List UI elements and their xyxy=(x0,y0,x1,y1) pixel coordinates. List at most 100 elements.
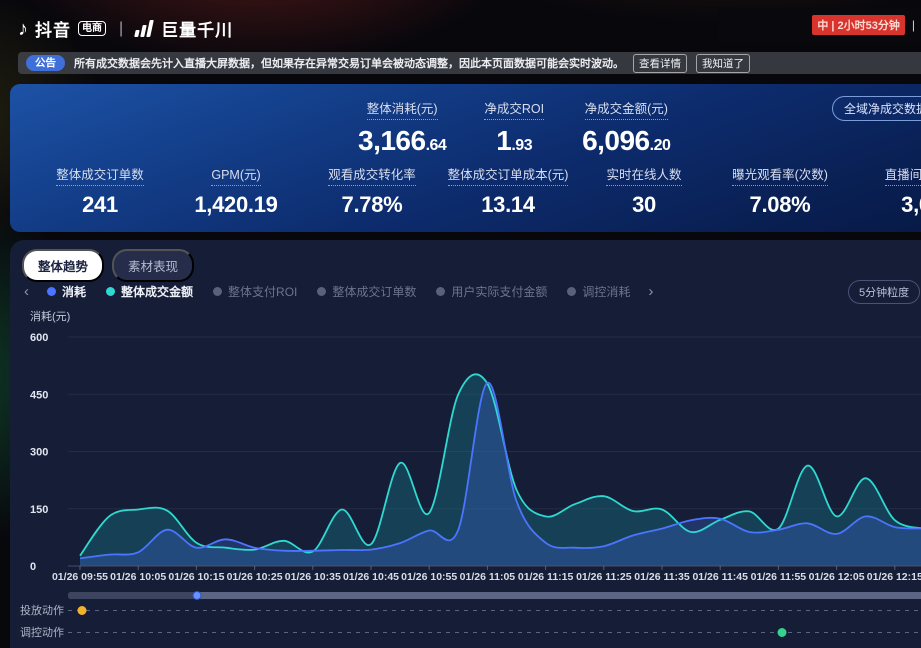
metric-value: 1,420.19 xyxy=(194,192,278,217)
svg-text:01/26 12:05: 01/26 12:05 xyxy=(809,571,865,583)
chevron-left-icon[interactable]: ‹ xyxy=(24,283,29,300)
legend-item[interactable]: 用户实际支付金额 xyxy=(436,283,547,300)
metric-value: 7.08% xyxy=(749,192,811,217)
secondary-metric: 实时在线人数 30 xyxy=(576,164,712,218)
secondary-metric: 观看成交转化率 7.78% xyxy=(304,164,440,218)
tab-overall-trend[interactable]: 整体趋势 xyxy=(22,249,105,282)
legend-item[interactable]: 整体成交金额 xyxy=(106,283,193,300)
data-scope-label: 全域净成交数据 xyxy=(844,102,921,116)
metric-dec: .20 xyxy=(649,137,671,154)
metric-label: 净成交ROI xyxy=(484,98,545,120)
secondary-metrics-row: 整体成交订单数 241 GPM(元) 1,420.19 观看成交转化率 7.78% 整… xyxy=(32,164,921,218)
svg-text:01/26 10:55: 01/26 10:55 xyxy=(401,571,457,583)
legend-label: 调控消耗 xyxy=(582,285,631,299)
legend-label: 整体成交金额 xyxy=(121,285,194,299)
svg-text:300: 300 xyxy=(30,447,48,459)
action-line xyxy=(68,624,921,640)
metric-label: GPM(元) xyxy=(211,164,261,186)
notice-text: 所有成交数据会先计入直播大屏数据，但如果存在异常交易订单会被动态调整，因此本页面… xyxy=(74,58,624,70)
action-row: 调控动作 xyxy=(10,624,921,640)
action-row-label: 调控动作 xyxy=(20,627,64,639)
action-marker-dot[interactable] xyxy=(77,606,87,615)
svg-text:01/26 11:55: 01/26 11:55 xyxy=(751,571,807,583)
scrollbar-track-left xyxy=(68,592,198,599)
granularity-dropdown[interactable]: 5分钟粒度 xyxy=(848,280,921,304)
action-line xyxy=(68,602,921,618)
metric-value: 30 xyxy=(632,192,656,217)
qianchuan-bars-icon xyxy=(134,20,154,37)
top-header: ♪ 抖音 电商 | 巨量千川 中 | 2小时53分钟 | xyxy=(0,0,921,50)
svg-text:01/26 10:25: 01/26 10:25 xyxy=(227,571,283,583)
svg-text:150: 150 xyxy=(30,504,48,516)
header-right-panel: 中 | 2小时53分钟 | xyxy=(718,8,921,42)
chart-scrollbar[interactable] xyxy=(68,591,921,600)
primary-metric: 整体消耗(元) 3,166.64 xyxy=(358,98,447,157)
metric-label: 直播间整体 xyxy=(884,164,921,186)
primary-metric: 净成交金额(元) 6,096.20 xyxy=(582,98,671,157)
metric-label: 整体成交订单成本(元) xyxy=(447,164,569,186)
metric-int: 3,166 xyxy=(358,125,426,156)
dashed-line xyxy=(68,632,921,633)
legend-item[interactable]: 整体支付ROI xyxy=(213,283,297,300)
metric-int: 1 xyxy=(496,125,512,156)
view-details-button[interactable]: 查看详情 xyxy=(633,53,687,73)
action-row-label: 投放动作 xyxy=(20,605,64,617)
svg-text:01/26 12:15: 01/26 12:15 xyxy=(867,571,921,583)
legend-dot-icon xyxy=(106,287,116,296)
y-axis-title: 消耗(元) xyxy=(30,311,71,323)
svg-text:01/26 10:35: 01/26 10:35 xyxy=(285,571,341,583)
data-scope-dropdown[interactable]: 全域净成交数据 ∨ xyxy=(832,96,921,121)
brand-area: ♪ 抖音 电商 | 巨量千川 xyxy=(18,16,233,41)
legend-label: 消耗 xyxy=(62,285,87,299)
action-marker-dot[interactable] xyxy=(777,628,787,637)
metric-label: 净成交金额(元) xyxy=(584,98,668,120)
legend-label: 整体支付ROI xyxy=(228,285,298,299)
legend-item[interactable]: 消耗 xyxy=(47,283,86,300)
svg-text:01/26 11:25: 01/26 11:25 xyxy=(576,571,632,583)
qianchuan-wordmark: 巨量千川 xyxy=(161,21,234,40)
acknowledge-button[interactable]: 我知道了 xyxy=(696,53,750,73)
svg-text:600: 600 xyxy=(30,332,48,344)
metric-label: 实时在线人数 xyxy=(606,164,682,186)
action-row: 投放动作 xyxy=(10,602,921,618)
scrollbar-handle[interactable] xyxy=(192,591,202,600)
legend-item[interactable]: 调控消耗 xyxy=(567,283,630,300)
ec-badge: 电商 xyxy=(78,21,106,36)
secondary-metric: 整体成交订单数 241 xyxy=(32,164,168,218)
brand-divider: | xyxy=(119,19,124,37)
svg-text:450: 450 xyxy=(30,389,48,401)
svg-text:01/26 10:05: 01/26 10:05 xyxy=(110,571,166,583)
metric-label: 观看成交转化率 xyxy=(328,164,416,186)
legend-label: 整体成交订单数 xyxy=(332,285,417,299)
svg-text:01/26 09:55: 01/26 09:55 xyxy=(52,571,108,583)
metric-value: 3,0 xyxy=(901,192,921,217)
dashed-line xyxy=(68,610,921,611)
legend-row: ‹ 消耗 整体成交金额 整体支付ROI 整体成交订单数 用户实际支付金额 调控消… xyxy=(22,280,921,304)
metric-value: 3,166.64 xyxy=(358,125,447,157)
legend-label: 用户实际支付金额 xyxy=(451,285,548,299)
metric-value: 7.78% xyxy=(341,192,403,217)
notice-bar: 公告 所有成交数据会先计入直播大屏数据，但如果存在异常交易订单会被动态调整，因此… xyxy=(18,52,921,74)
primary-metrics-row: 整体消耗(元) 3,166.64 净成交ROI 1.93 净成交金额(元) 6,09… xyxy=(358,98,671,157)
svg-text:01/26 10:15: 01/26 10:15 xyxy=(168,571,224,583)
legend-items: 消耗 整体成交金额 整体支付ROI 整体成交订单数 用户实际支付金额 调控消耗 xyxy=(47,283,630,300)
secondary-metric: 直播间整体 3,0 xyxy=(848,164,921,218)
secondary-metric: 整体成交订单成本(元) 13.14 xyxy=(440,164,576,218)
legend-dot-icon xyxy=(213,287,223,296)
tab-material-performance[interactable]: 素材表现 xyxy=(112,249,195,282)
svg-text:01/26 10:45: 01/26 10:45 xyxy=(343,571,399,583)
svg-text:01/26 11:45: 01/26 11:45 xyxy=(692,571,748,583)
secondary-metric: GPM(元) 1,420.19 xyxy=(168,164,304,218)
metric-value: 1.93 xyxy=(484,125,544,157)
primary-metric: 净成交ROI 1.93 xyxy=(484,98,545,157)
metric-value: 6,096.20 xyxy=(582,125,671,157)
legend-dot-icon xyxy=(436,287,446,296)
legend-dot-icon xyxy=(567,287,577,296)
legend-item[interactable]: 整体成交订单数 xyxy=(317,283,416,300)
metric-label: 整体成交订单数 xyxy=(56,164,144,186)
legend-dot-icon xyxy=(47,287,56,296)
trend-card: 整体趋势 素材表现 ‹ 消耗 整体成交金额 整体支付ROI 整体成交订单数 用户实… xyxy=(10,240,921,648)
chevron-right-icon[interactable]: › xyxy=(648,283,654,300)
